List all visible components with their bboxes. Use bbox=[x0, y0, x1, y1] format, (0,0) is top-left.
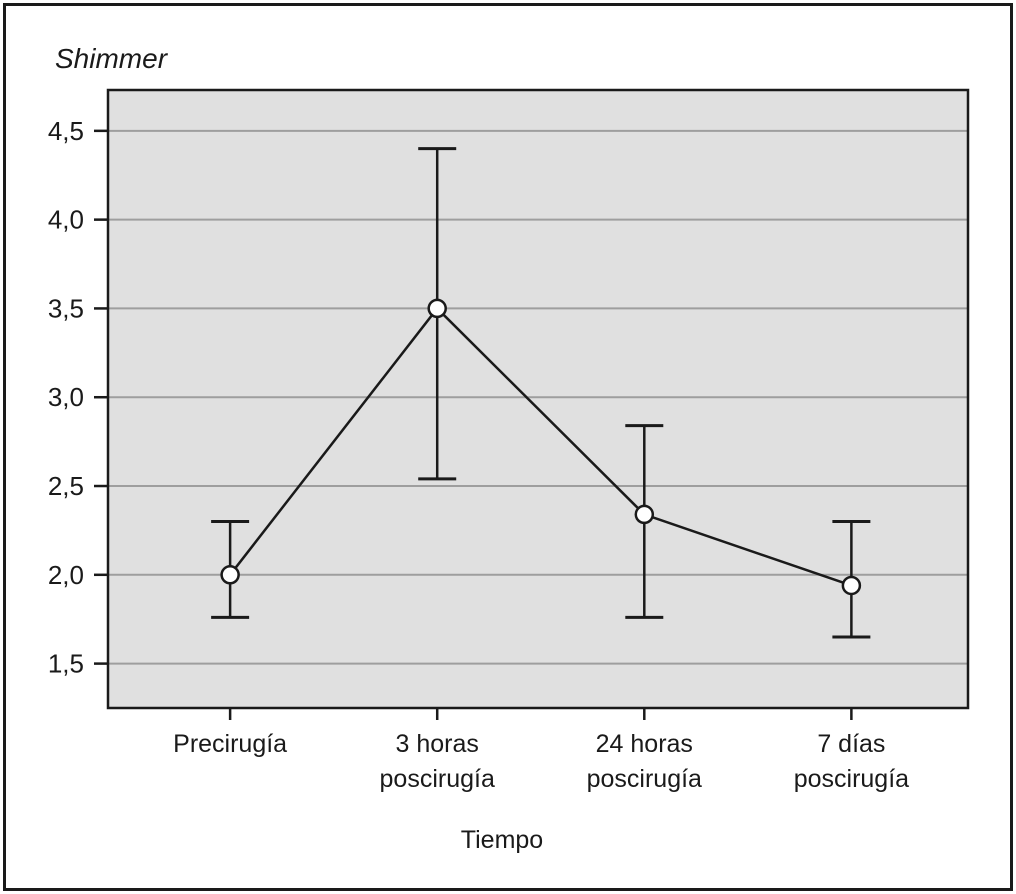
y-tick-label: 4,5 bbox=[48, 116, 84, 146]
data-point-marker bbox=[220, 565, 240, 585]
y-tick-label: 2,0 bbox=[48, 560, 84, 590]
y-tick-label: 2,5 bbox=[48, 471, 84, 501]
x-tick-label: poscirugía bbox=[794, 765, 909, 793]
y-tick-label: 3,0 bbox=[48, 382, 84, 412]
x-tick-label: Precirugía bbox=[173, 730, 287, 758]
plot-border bbox=[106, 88, 970, 710]
x-tick-label: poscirugía bbox=[587, 765, 702, 793]
x-tick-label: 24 horas bbox=[596, 730, 693, 758]
x-tick-label: poscirugía bbox=[380, 765, 495, 793]
data-point-marker bbox=[634, 504, 655, 525]
x-tick-label: 7 días bbox=[817, 730, 885, 758]
data-line bbox=[229, 306, 852, 587]
plot-area bbox=[108, 90, 968, 708]
data-point-marker bbox=[841, 575, 862, 596]
data-point-marker bbox=[427, 298, 447, 319]
x-tick-label: 3 horas bbox=[396, 730, 479, 758]
x-axis-title: Tiempo bbox=[461, 826, 543, 854]
chart-title: Shimmer bbox=[55, 43, 169, 74]
y-tick-label: 3,5 bbox=[48, 293, 84, 323]
y-tick-label: 4,0 bbox=[48, 205, 84, 235]
y-tick-label: 1,5 bbox=[48, 649, 84, 679]
